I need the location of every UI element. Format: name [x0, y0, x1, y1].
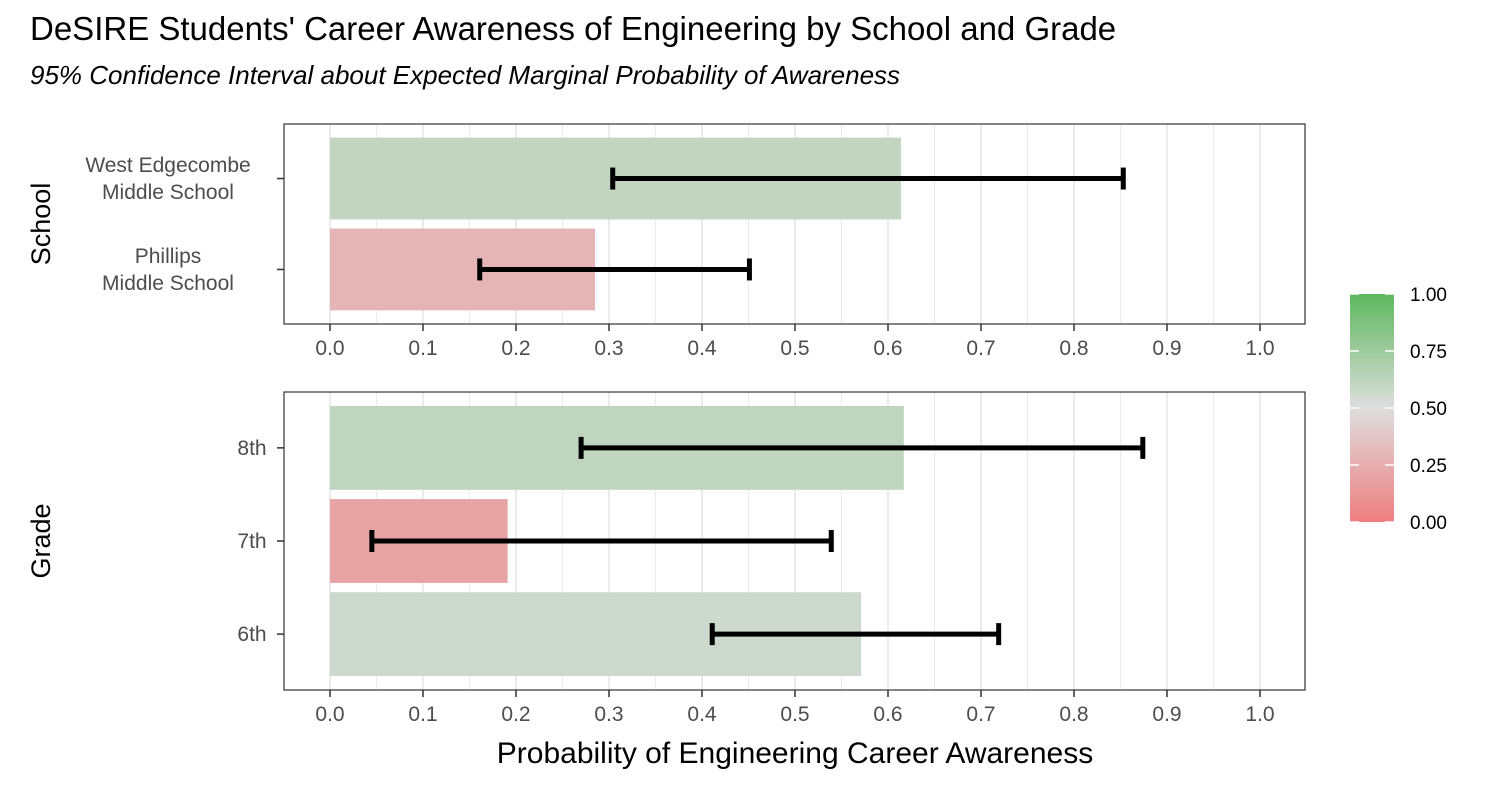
legend-tick-label: 0.75: [1410, 342, 1447, 363]
x-tick-label: 0.6: [873, 337, 902, 360]
legend-tick-label: 0.00: [1410, 513, 1447, 534]
x-tick-label: 0.4: [687, 703, 717, 726]
x-tick-label: 0.5: [780, 337, 809, 360]
x-tick-label: 0.1: [408, 337, 437, 360]
x-tick-label: 0.0: [315, 703, 344, 726]
legend-tick-label: 0.50: [1410, 399, 1447, 420]
x-tick-label: 0.8: [1059, 703, 1088, 726]
x-tick-label: 0.7: [966, 337, 995, 360]
chart-subtitle: 95% Confidence Interval about Expected M…: [30, 60, 901, 90]
legend-tick-label: 1.00: [1410, 285, 1447, 306]
y-tick-label: 6th: [237, 623, 266, 646]
x-tick-label: 0.6: [873, 703, 902, 726]
x-axis-label: Probability of Engineering Career Awaren…: [497, 737, 1093, 770]
x-tick-label: 1.0: [1245, 337, 1274, 360]
x-tick-label: 1.0: [1245, 703, 1274, 726]
legend-tick-label: 0.25: [1410, 456, 1447, 477]
x-tick-label: 0.2: [501, 337, 530, 360]
x-tick-label: 0.3: [594, 337, 623, 360]
x-tick-label: 0.9: [1152, 337, 1181, 360]
x-tick-label: 0.5: [780, 703, 809, 726]
y-tick-label: Phillips Middle School: [102, 245, 234, 295]
facet-label: School: [26, 183, 56, 266]
y-tick-label: 8th: [237, 437, 266, 460]
x-tick-label: 0.2: [501, 703, 530, 726]
x-tick-label: 0.1: [408, 703, 437, 726]
x-tick-label: 0.9: [1152, 703, 1181, 726]
x-tick-label: 0.8: [1059, 337, 1088, 360]
facet-label: Grade: [26, 503, 56, 578]
y-tick-label: 7th: [237, 530, 266, 553]
x-tick-label: 0.0: [315, 337, 344, 360]
x-tick-label: 0.4: [687, 337, 717, 360]
x-tick-label: 0.3: [594, 703, 623, 726]
x-tick-label: 0.7: [966, 703, 995, 726]
y-tick-label: West Edgecombe Middle School: [85, 154, 250, 204]
chart-title: DeSIRE Students' Career Awareness of Eng…: [30, 10, 1117, 47]
